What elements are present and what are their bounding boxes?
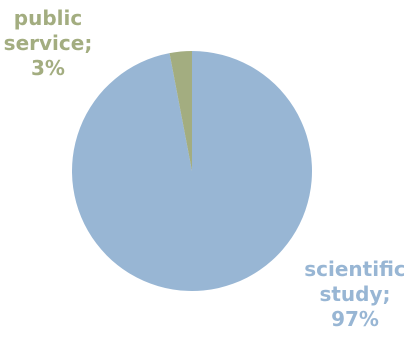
pie-slices <box>72 51 313 292</box>
slice-label-line: service; <box>4 31 93 55</box>
slice-label-scientific-study: scientific study; 97% <box>304 257 404 331</box>
slice-label-line: 97% <box>331 307 379 331</box>
slice-label-line: study; <box>319 282 390 306</box>
slice-label-public-service: public service; 3% <box>4 6 93 80</box>
pie-labels: scientific study; 97% public service; 3% <box>4 6 404 331</box>
pie-slice-scientific-study <box>72 51 313 292</box>
slice-label-line: 3% <box>31 56 65 80</box>
slice-label-line: public <box>14 6 82 30</box>
slice-label-line: scientific <box>304 257 404 281</box>
pie-slice-public-service <box>169 51 192 171</box>
